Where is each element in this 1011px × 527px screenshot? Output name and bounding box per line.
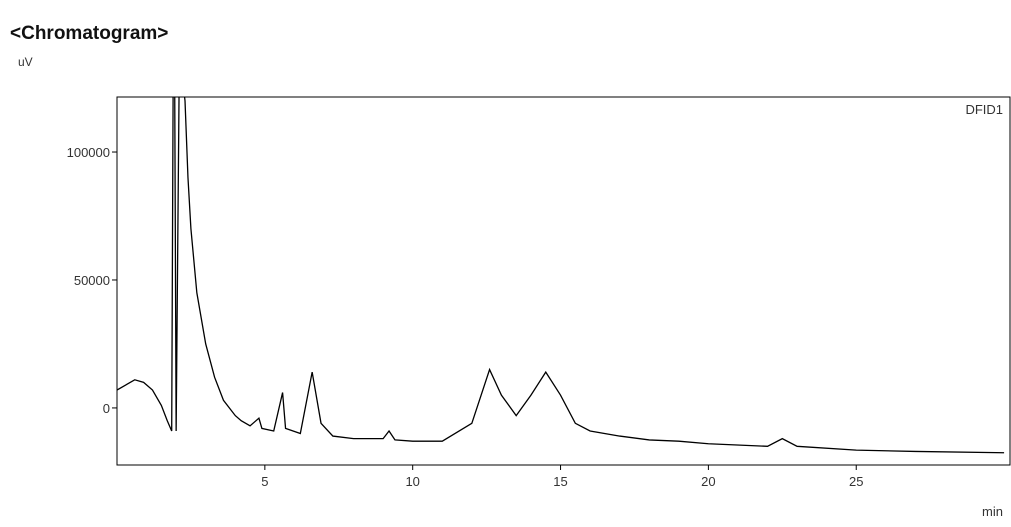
x-tick-label: 20: [701, 474, 715, 489]
y-tick-label: 50000: [74, 273, 110, 288]
plot-frame: [116, 96, 1011, 466]
x-tick-label: 25: [849, 474, 863, 489]
y-tick-label: 0: [103, 401, 110, 416]
x-tick-label: 15: [553, 474, 567, 489]
x-axis-label: min: [982, 504, 1003, 519]
y-axis-label: uV: [18, 55, 33, 69]
chart-title: <Chromatogram>: [10, 23, 168, 44]
x-tick-label: 10: [405, 474, 419, 489]
plot-area: [117, 97, 1005, 454]
x-tick-label: 5: [261, 474, 268, 489]
y-tick-label: 100000: [67, 145, 110, 160]
detector-label: DFID1: [965, 102, 1003, 117]
trace-line: [117, 97, 1005, 454]
